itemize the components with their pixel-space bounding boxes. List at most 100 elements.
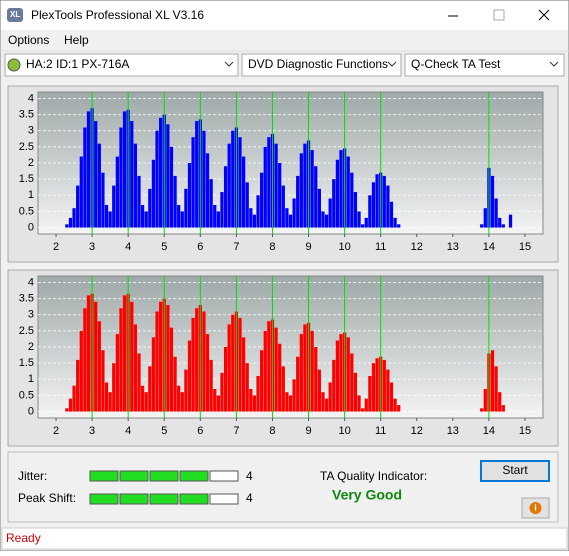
bar [169, 146, 174, 228]
meter-segment [149, 493, 179, 505]
bar [292, 379, 296, 412]
bar [480, 224, 484, 228]
bar [260, 172, 264, 228]
y-tick-label: 1.5 [19, 173, 34, 185]
app-icon [7, 8, 23, 22]
meter-segment [209, 470, 239, 482]
bar [389, 201, 394, 228]
bar [223, 347, 228, 412]
bar [310, 150, 314, 228]
bar [368, 376, 372, 412]
bar [353, 192, 358, 228]
bar [339, 150, 343, 228]
x-tick-label: 5 [161, 425, 167, 437]
bar [202, 130, 206, 228]
bar [213, 388, 217, 412]
function-select[interactable] [241, 53, 402, 77]
x-tick-label: 6 [197, 241, 203, 253]
bar [252, 395, 257, 412]
x-tick-label: 9 [305, 241, 311, 253]
bar [191, 317, 195, 412]
y-tick-label: 2.5 [19, 325, 34, 337]
bar [382, 359, 386, 412]
drive-select-text: HA:2 ID:1 PX-716A [26, 57, 129, 71]
bar [108, 211, 112, 228]
bar [299, 153, 303, 228]
bar [245, 363, 249, 412]
bar [140, 204, 145, 228]
bar [148, 366, 152, 412]
bar [498, 217, 502, 228]
bar [187, 163, 192, 228]
bar [166, 124, 170, 228]
test-select[interactable] [404, 53, 565, 77]
x-tick-label: 12 [411, 241, 423, 253]
bar [256, 195, 260, 228]
bar [310, 330, 314, 412]
x-tick-label: 5 [161, 241, 167, 253]
bar [332, 359, 336, 412]
bar [112, 185, 116, 228]
bar [324, 398, 329, 412]
bar [241, 156, 246, 228]
bar [119, 308, 123, 412]
bar [180, 392, 184, 412]
bar [166, 305, 170, 412]
bar [285, 392, 289, 412]
bar [339, 334, 343, 412]
drive-select[interactable] [4, 53, 239, 77]
bar [508, 214, 513, 228]
menu-help[interactable]: Help [64, 33, 89, 47]
info-icon-text: i [534, 502, 537, 512]
bar [187, 340, 192, 412]
bar [86, 295, 91, 412]
x-tick-label: 9 [305, 425, 311, 437]
bar [72, 208, 76, 228]
bar [263, 330, 267, 412]
bar [227, 324, 231, 412]
bar [79, 330, 83, 412]
bar [101, 172, 105, 228]
bar [371, 363, 376, 412]
bar [86, 111, 91, 228]
bar [108, 392, 112, 412]
y-tick-label: 2 [28, 341, 34, 353]
bar [130, 121, 134, 228]
bar [494, 366, 498, 412]
x-tick-label: 13 [447, 241, 459, 253]
start-button-text: Start [502, 463, 528, 477]
start-button[interactable] [480, 460, 550, 482]
x-tick-label: 2 [53, 241, 59, 253]
bar [368, 195, 372, 228]
dropdown-arrow [549, 61, 559, 67]
maximize-button[interactable] [493, 9, 505, 21]
bar [371, 182, 376, 228]
bar [65, 408, 69, 412]
bar [122, 111, 127, 228]
y-tick-label: 3.5 [19, 292, 34, 304]
bar [353, 372, 358, 412]
bar [76, 185, 80, 228]
bar [267, 137, 271, 228]
x-tick-label: 15 [519, 425, 531, 437]
x-tick-label: 8 [269, 425, 275, 437]
x-tick-label: 8 [269, 241, 275, 253]
bar [267, 321, 271, 412]
menu-options[interactable]: Options [8, 33, 49, 47]
bar [133, 143, 138, 228]
bar [94, 301, 98, 412]
bar [490, 175, 495, 228]
bar [191, 137, 195, 228]
meter-segment [89, 470, 119, 482]
bar [382, 175, 386, 228]
y-tick-label: 1 [28, 189, 34, 201]
bar [195, 308, 199, 412]
bar [274, 327, 278, 412]
bar [260, 350, 264, 412]
close-button[interactable] [538, 9, 550, 21]
bar [209, 359, 213, 412]
bar [483, 208, 487, 228]
bar [173, 175, 177, 228]
title-bar [1, 1, 568, 30]
